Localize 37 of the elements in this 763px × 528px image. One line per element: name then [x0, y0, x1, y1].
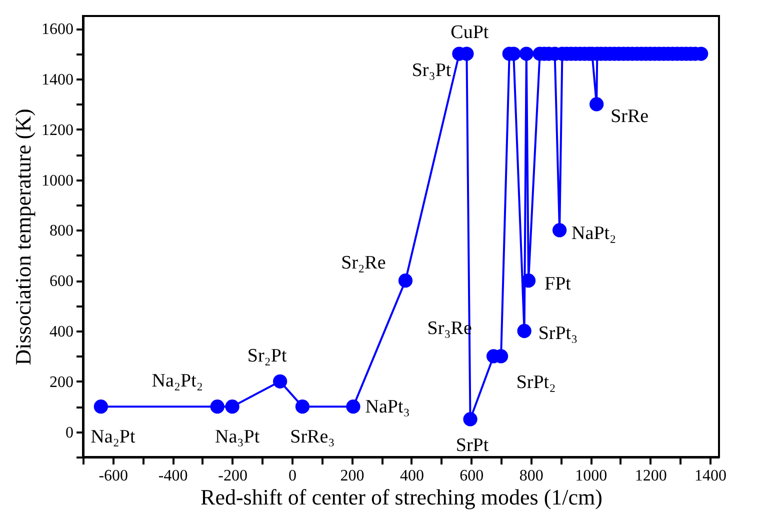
x-tick-label: -600 [98, 468, 128, 484]
annotation: NaPt₃ [365, 396, 410, 418]
x-tick-label: 1000 [575, 468, 608, 484]
x-tick-label: 0 [288, 468, 297, 484]
annotation: SrRe₃ [290, 426, 335, 448]
annotation: SrRe [610, 106, 649, 128]
y-tick-label: 400 [50, 324, 74, 340]
y-tick-label: 1200 [42, 122, 74, 139]
annotation: Na₂Pt [90, 426, 136, 448]
x-axis-title: Red-shift of center of streching modes (1/cm) [200, 484, 602, 510]
y-tick-label: 1400 [42, 72, 74, 88]
y-tick-label: 0 [66, 424, 74, 442]
x-tick-label: 600 [460, 468, 484, 484]
annotation: Na₃Pt [214, 426, 260, 448]
annotation: Sr₂Re [341, 252, 386, 274]
annotation: Sr₂Pt [247, 345, 288, 366]
x-tick-label: -400 [158, 468, 188, 484]
y-tick-label: 200 [50, 374, 74, 391]
annotation: SrPt [456, 435, 490, 456]
annotation: Sr₃Pt [412, 60, 452, 81]
x-tick-label: 400 [400, 468, 424, 484]
y-tick-label: 800 [50, 222, 74, 240]
x-tick-label: 800 [519, 468, 544, 484]
annotation: NaPt₂ [572, 223, 616, 244]
annotation: CuPt [450, 22, 490, 43]
x-tick-label: 1400 [694, 468, 727, 484]
y-tick-label: 1000 [42, 172, 74, 190]
y-tick-label: 1600 [42, 21, 74, 38]
y-tick-label: 600 [50, 273, 74, 290]
x-tick-label: 1200 [634, 468, 667, 484]
annotation: SrPt₂ [516, 372, 556, 394]
y-axis-title: Dissociation temperature (K) [10, 108, 36, 366]
annotation: FPt [544, 274, 572, 295]
annotation: SrPt₃ [538, 323, 578, 344]
annotation: Na₂Pt₂ [152, 370, 203, 392]
x-tick-label: -200 [218, 468, 248, 484]
x-tick-label: 200 [340, 468, 364, 484]
